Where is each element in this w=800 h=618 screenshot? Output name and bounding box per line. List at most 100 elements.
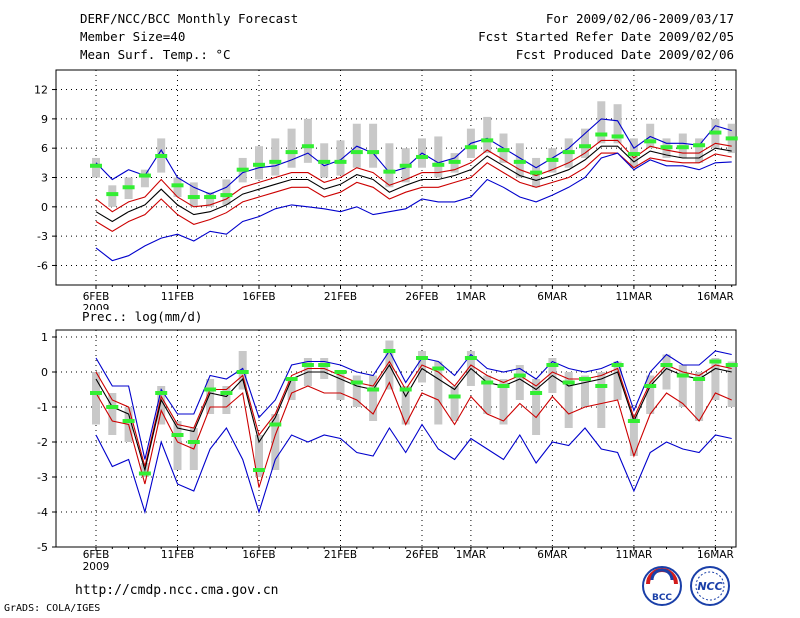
spread-bar xyxy=(711,358,720,400)
spread-bar xyxy=(336,140,345,176)
y-tick-label: -4 xyxy=(37,506,48,519)
fcst-started-date: Fcst Started Refer Date 2009/02/05 xyxy=(478,29,734,44)
grads-credit: GrADS: COLA/IGES xyxy=(4,603,101,614)
green-mark xyxy=(285,377,298,381)
y-tick-label: 1 xyxy=(41,331,48,344)
spread-bar xyxy=(646,375,655,414)
spread-bar xyxy=(695,372,704,421)
green-mark xyxy=(204,387,217,392)
spread-bar xyxy=(369,375,378,421)
green-mark xyxy=(138,471,151,476)
x-tick-label: 11MAR xyxy=(615,291,652,303)
green-mark xyxy=(644,139,657,144)
green-mark xyxy=(204,195,217,200)
spread-bar xyxy=(564,372,573,428)
spread-bar xyxy=(597,372,606,428)
spread-bar xyxy=(173,421,182,470)
green-mark xyxy=(334,370,347,374)
green-mark xyxy=(171,183,184,188)
spread-bar xyxy=(629,414,638,456)
green-mark xyxy=(122,185,135,190)
green-mark xyxy=(644,384,657,388)
green-mark xyxy=(595,384,608,388)
spread-bar xyxy=(206,379,215,414)
green-mark xyxy=(497,148,510,153)
x-tick-label: 11FEB xyxy=(161,549,194,561)
source-url[interactable]: http://cmdp.ncc.cma.gov.cn xyxy=(75,583,279,598)
spread-bar xyxy=(581,375,589,407)
x-tick-label: 6FEB xyxy=(83,291,110,303)
green-mark xyxy=(416,356,428,360)
series-ensemble-mean xyxy=(95,145,732,223)
y-tick-label: -1 xyxy=(37,401,48,414)
precip-label: Prec.: log(mm/d) xyxy=(80,309,205,324)
series-ensemble-max xyxy=(95,349,732,460)
spread-bar xyxy=(157,386,166,425)
green-mark xyxy=(236,370,249,374)
green-mark xyxy=(464,356,477,360)
chart-title: DERF/NCC/BCC Monthly Forecast xyxy=(80,11,299,26)
spread-bar xyxy=(613,104,622,144)
spread-bar xyxy=(483,116,492,154)
x-tick-label: 6MAR xyxy=(537,291,567,303)
green-mark xyxy=(367,387,380,392)
green-mark xyxy=(334,159,347,164)
green-mark xyxy=(318,363,331,367)
green-mark xyxy=(676,145,689,150)
green-mark xyxy=(627,419,640,423)
x-tick-label: 21FEB xyxy=(324,549,357,561)
green-mark xyxy=(562,380,575,385)
series-minus-sigma xyxy=(95,152,732,232)
green-mark xyxy=(579,144,591,149)
green-mark xyxy=(709,359,722,364)
green-mark xyxy=(562,150,575,155)
green-mark xyxy=(399,163,412,168)
green-mark xyxy=(90,391,102,395)
green-mark xyxy=(579,377,591,381)
y-tick-label: -2 xyxy=(37,436,48,449)
spread-bar xyxy=(434,136,443,178)
spread-bar xyxy=(287,379,296,400)
green-mark xyxy=(432,366,445,371)
green-mark xyxy=(301,144,314,149)
green-mark xyxy=(513,373,526,378)
forecast-period: For 2009/02/06-2009/03/17 xyxy=(545,11,734,26)
green-mark xyxy=(725,136,738,141)
green-mark xyxy=(220,391,233,395)
green-mark xyxy=(611,134,624,139)
green-mark xyxy=(546,363,559,367)
x-tick-label: 6FEB xyxy=(83,549,110,561)
y-tick-label: 9 xyxy=(41,113,48,126)
green-mark xyxy=(122,419,135,423)
spread-bar xyxy=(450,386,459,421)
spread-bar xyxy=(434,361,443,425)
green-mark xyxy=(546,157,559,162)
green-mark xyxy=(448,394,461,399)
spread-bar xyxy=(385,143,394,188)
green-mark xyxy=(660,145,673,150)
year-label: 2009 xyxy=(83,561,110,573)
spread-bar xyxy=(222,386,231,414)
spread-bar xyxy=(271,414,280,470)
green-mark xyxy=(709,130,722,135)
green-mark xyxy=(253,468,265,472)
green-mark xyxy=(253,162,265,167)
x-tick-label: 1MAR xyxy=(456,549,486,561)
y-tick-label: 6 xyxy=(41,142,48,155)
green-mark xyxy=(90,163,102,168)
spread-bar xyxy=(271,138,280,176)
green-mark xyxy=(399,387,412,392)
member-size: Member Size=40 xyxy=(80,29,186,44)
x-tick-label: 11MAR xyxy=(615,549,652,561)
green-mark xyxy=(236,167,249,172)
x-tick-label: 16FEB xyxy=(242,291,275,303)
series-minus-sigma xyxy=(95,381,732,488)
green-mark xyxy=(269,159,282,164)
spread-bar xyxy=(255,435,263,477)
spread-bar xyxy=(352,375,361,407)
spread-bar xyxy=(532,379,541,435)
green-mark xyxy=(138,173,151,178)
green-mark xyxy=(481,380,494,385)
green-mark xyxy=(595,132,608,137)
